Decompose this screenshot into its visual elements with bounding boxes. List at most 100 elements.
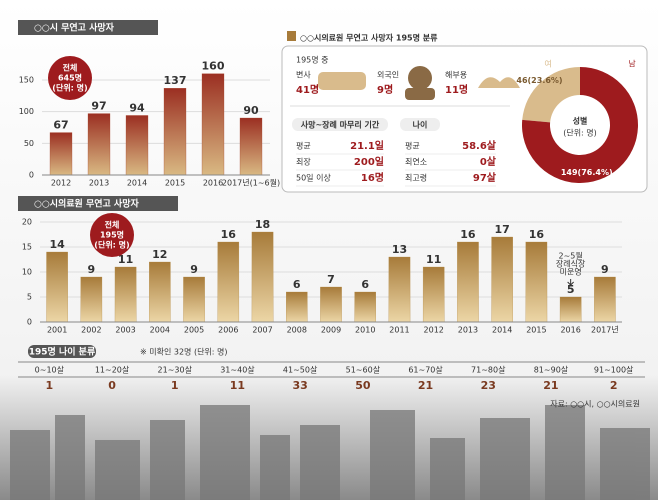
stat-value: 0살 <box>480 155 497 168</box>
bar <box>388 256 411 323</box>
note: 장례식장 <box>556 259 586 269</box>
y-tick-label: 10 <box>22 268 32 277</box>
x-tick-label: 2004 <box>150 326 170 335</box>
bar <box>286 291 308 323</box>
value-label: 5 <box>567 283 575 296</box>
class-label: 해부용 <box>445 70 467 80</box>
class-label: 외국인 <box>377 70 399 80</box>
pie-title: 성별 <box>573 116 588 126</box>
class-value: 11명 <box>445 83 468 96</box>
age-column: 41~50살 <box>283 366 318 375</box>
x-tick-label: 2001 <box>47 326 67 335</box>
bar <box>525 241 548 323</box>
y-tick-label: 150 <box>19 76 34 85</box>
bar <box>320 286 342 323</box>
bar <box>49 132 73 176</box>
bar <box>354 291 376 323</box>
x-tick-label: 2011 <box>389 326 409 335</box>
stat-value: 97살 <box>473 171 497 184</box>
class-label: 변사 <box>296 70 311 80</box>
x-tick-label: 2003 <box>115 326 135 335</box>
value-label: 160 <box>202 60 225 73</box>
icons <box>318 66 520 100</box>
bar <box>594 276 616 323</box>
age-value: 21 <box>418 379 433 392</box>
x-tick-label: 2016 <box>203 179 223 188</box>
stat-label: 최고령 <box>405 173 427 183</box>
value-label: 97 <box>91 100 106 113</box>
x-tick-label: 2010 <box>355 326 375 335</box>
y-tick-label: 20 <box>22 218 32 227</box>
age-title: 나이 <box>413 120 428 130</box>
value-label: 14 <box>49 238 65 251</box>
y-tick-label: 0 <box>27 318 32 327</box>
badge-text: 전체 <box>105 220 120 230</box>
value-label: 9 <box>601 263 609 276</box>
x-tick-label: 2015 <box>165 179 185 188</box>
bar <box>149 261 171 323</box>
value-label: 18 <box>255 218 270 231</box>
chart-header <box>18 20 158 35</box>
x-tick-label: 2017년(1~6월) <box>222 178 280 188</box>
badge-text: 전체 <box>63 63 78 73</box>
value-label: 13 <box>392 243 407 256</box>
stat-label: 최장 <box>296 157 311 167</box>
x-tick-label: 2012 <box>424 326 444 335</box>
stat-value: 58.6살 <box>462 139 497 152</box>
age-value: 11 <box>230 379 245 392</box>
age-value: 23 <box>481 379 496 392</box>
age-dist-note: ※ 미확인 32명 (단위: 명) <box>140 347 228 357</box>
slice-label: 149(76.4%) <box>561 168 613 177</box>
age-value: 21 <box>543 379 558 392</box>
period-pill <box>292 118 388 131</box>
x-tick-label: 2005 <box>184 326 204 335</box>
bar <box>422 266 445 323</box>
age-value: 1 <box>46 379 54 392</box>
age-value: 2 <box>610 379 618 392</box>
stat-value: 200일 <box>354 155 384 168</box>
value-label: 6 <box>293 278 301 291</box>
x-tick-label: 2012 <box>51 179 71 188</box>
classification-subtitle: 195명 중 <box>296 55 329 65</box>
x-tick-label: 2009 <box>321 326 341 335</box>
age-value: 50 <box>355 379 371 392</box>
badge-text: 195명 <box>100 230 124 240</box>
value-label: 17 <box>495 223 510 236</box>
value-label: 90 <box>243 104 259 117</box>
x-tick-label: 2014 <box>492 326 512 335</box>
note: 2~5월 <box>559 251 583 261</box>
bar <box>163 88 187 176</box>
value-label: 7 <box>327 273 335 286</box>
bar <box>80 276 103 323</box>
age-column: 81~90살 <box>534 366 569 375</box>
bar <box>183 276 205 323</box>
value-label: 67 <box>53 119 68 132</box>
age-dist-pill <box>28 345 96 358</box>
chart-title: ○○시 무연고 사망자 <box>34 22 115 34</box>
age-column: 51~60살 <box>346 366 381 375</box>
bar <box>46 251 68 323</box>
note-arrow <box>567 279 575 287</box>
pie-slice <box>522 67 580 123</box>
value-label: 16 <box>529 228 545 241</box>
bar <box>125 115 149 176</box>
class-value: 9명 <box>377 83 393 96</box>
x-tick-label: 2002 <box>81 326 101 335</box>
age-column: 11~20살 <box>95 366 130 375</box>
age-column: 91~100살 <box>594 366 634 375</box>
bar <box>239 117 263 176</box>
value-label: 9 <box>88 263 96 276</box>
y-tick-label: 0 <box>29 171 34 180</box>
badge-text: (단위: 명) <box>94 240 129 250</box>
age-column: 71~80살 <box>471 366 506 375</box>
age-value: 33 <box>292 379 307 392</box>
y-tick-label: 15 <box>22 243 32 252</box>
value-label: 11 <box>426 253 441 266</box>
class-value: 41명 <box>296 83 319 96</box>
bar <box>201 73 225 176</box>
period-title: 사망~장례 마무리 기간 <box>301 120 380 130</box>
hospital-icon <box>287 31 296 41</box>
bar <box>457 241 479 323</box>
y-tick-label: 5 <box>27 293 32 302</box>
